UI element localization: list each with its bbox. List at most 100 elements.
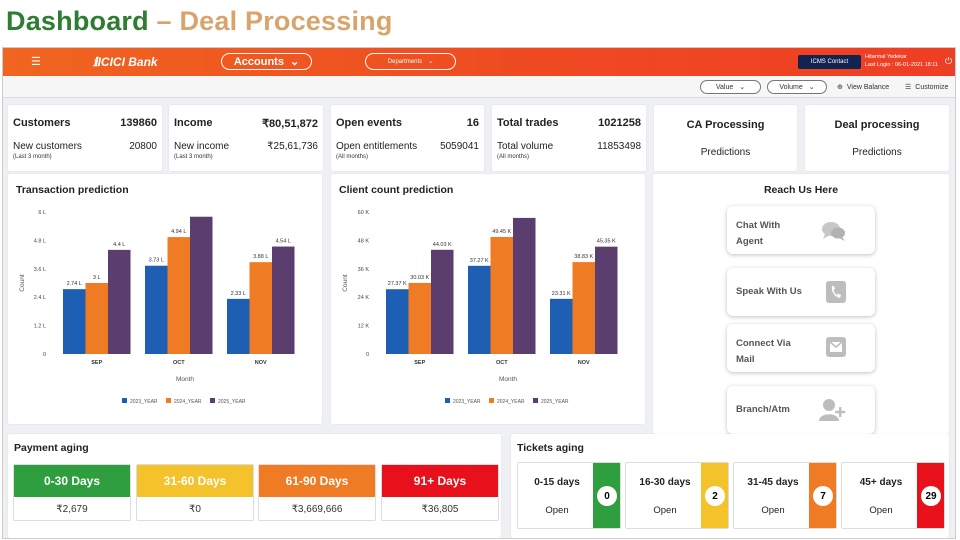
payment-aging-item[interactable]: 31-60 Days ₹0 — [136, 464, 254, 521]
stat-note: (All months) — [497, 154, 530, 160]
payment-aging-item[interactable]: 61-90 Days ₹3,669,666 — [258, 464, 376, 521]
payment-aging-panel: Payment aging 0-30 Days ₹2,679 31-60 Day… — [8, 434, 501, 538]
chevron-down-icon: ⌄ — [289, 56, 300, 68]
tickets-aging-title: Tickets aging — [517, 442, 584, 454]
stat-card-customers: Customers 139860 New customers 20800 (Last… — [8, 105, 162, 171]
bar[interactable] — [227, 298, 250, 354]
bar[interactable] — [431, 249, 454, 354]
bar[interactable] — [513, 217, 536, 354]
stat-card-income: Income ₹80,51,872 New income ₹25,61,736 (L… — [169, 105, 323, 171]
legend-label: 2025_YEAR — [541, 399, 569, 405]
bar[interactable] — [190, 216, 213, 354]
toolbar: Value ⌄ Volume ⌄ ⊕ View Balance ☰ Customize — [3, 76, 955, 98]
hamburger-icon[interactable]: ☰ — [31, 56, 41, 68]
app-window: ☰ ℹICICI Bank Accounts ⌄ Departments ⌄ I… — [2, 47, 956, 539]
bar[interactable] — [85, 283, 109, 354]
bar-data-label: 45.35 K — [597, 239, 616, 245]
aging-amount: ₹36,805 — [421, 503, 459, 515]
ca-processing-card[interactable]: CA Processing Predictions — [654, 105, 797, 171]
view-balance-link[interactable]: ⊕ View Balance — [837, 83, 889, 92]
stat-sub-label: Open entitlements — [336, 141, 418, 152]
top-navigation-bar: ☰ ℹICICI Bank Accounts ⌄ Departments ⌄ I… — [3, 48, 955, 76]
client-count-prediction-chart: 0 12 K 24 K 36 K 48 K 60 K Count 27.37 K30.03 K… — [342, 210, 618, 405]
bar[interactable] — [63, 289, 86, 354]
aging-range: 31-60 Days — [137, 465, 253, 497]
accounts-dropdown[interactable]: Accounts ⌄ — [221, 53, 312, 70]
departments-dropdown[interactable]: Departments ⌄ — [365, 53, 456, 70]
mail-icon — [825, 336, 847, 363]
legend-label: 2023_YEAR — [453, 399, 481, 405]
chevron-down-icon: ⌄ — [739, 84, 746, 91]
globe-icon: ⊕ — [837, 84, 843, 91]
connect-via-mail-button[interactable]: Connect Via Mail — [727, 324, 875, 372]
branch-atm-button[interactable]: Branch/Atm — [727, 386, 875, 434]
bar[interactable] — [249, 262, 273, 354]
ca-processing-title: CA Processing — [686, 119, 765, 131]
user-name: Hitarmal Yedekar — [865, 54, 907, 60]
deal-processing-subtitle: Predictions — [852, 147, 902, 158]
slide-title-main: Dashboard — [6, 6, 149, 36]
bar-data-label: 44.03 K — [433, 242, 452, 248]
y-axis-label: Count — [342, 274, 349, 292]
bar-data-label: 2.74 L — [67, 281, 82, 287]
speak-with-us-button[interactable]: Speak With Us — [727, 268, 875, 316]
value-dropdown[interactable]: Value ⌄ — [700, 80, 761, 94]
bar[interactable] — [595, 246, 618, 354]
bar-data-label: 38.83 K — [574, 254, 593, 260]
ticket-aging-item[interactable]: 16-30 days Open 2 — [625, 462, 729, 529]
x-tick-label: SEP — [414, 360, 425, 366]
volume-label: Volume — [779, 83, 803, 91]
ticket-count-badge: 7 — [813, 486, 833, 506]
bar[interactable] — [490, 236, 514, 354]
deal-processing-card[interactable]: Deal processing Predictions — [805, 105, 949, 171]
ticket-aging-item[interactable]: 31-45 days Open 7 — [733, 462, 837, 529]
stat-title: Customers — [13, 117, 71, 129]
chevron-down-icon: ⌄ — [808, 84, 815, 91]
ticket-aging-item[interactable]: 0-15 days Open 0 — [517, 462, 621, 529]
bar[interactable] — [108, 249, 131, 354]
bar[interactable] — [408, 282, 432, 354]
legend-label: 2024_YEAR — [497, 399, 525, 405]
payment-aging-item[interactable]: 91+ Days ₹36,805 — [381, 464, 499, 521]
y-axis-label: Count — [19, 274, 26, 292]
x-tick-label: NOV — [578, 360, 590, 366]
ticket-range: 31-45 days — [747, 477, 799, 488]
stat-value: 16 — [466, 117, 479, 129]
bar[interactable] — [145, 265, 168, 354]
transaction-prediction-card: Transaction prediction 0 1.2 L 2.4 L 3.6 L 4… — [8, 174, 322, 424]
bar[interactable] — [550, 298, 573, 354]
aging-amount: ₹0 — [189, 503, 201, 515]
power-icon[interactable]: ⏻ — [945, 56, 953, 66]
bar-data-label: 27.37 K — [388, 281, 407, 287]
customize-link[interactable]: ☰ Customize — [905, 83, 948, 92]
transaction-prediction-chart: 0 1.2 L 2.4 L 3.6 L 4.8 L 6 L Count 2.74 L 3 L 4.… — [19, 210, 295, 405]
y-tick-label: 60 K — [358, 210, 370, 216]
reach-us-title: Reach Us Here — [763, 184, 839, 196]
stat-sub-value: 20800 — [129, 141, 157, 152]
x-tick-label: NOV — [255, 360, 267, 366]
speak-with-us-label: Speak With Us — [736, 286, 802, 297]
bar[interactable] — [272, 246, 295, 354]
ca-processing-subtitle: Predictions — [700, 147, 751, 158]
volume-dropdown[interactable]: Volume ⌄ — [767, 80, 827, 94]
bar-data-label: 2.33 L — [231, 291, 246, 297]
bar[interactable] — [167, 237, 191, 354]
y-tick-label: 0 — [366, 352, 369, 358]
stat-sub-value: ₹25,61,736 — [267, 141, 318, 152]
client-count-prediction-card: Client count prediction 0 12 K 24 K 36 K 48 … — [331, 174, 645, 424]
legend-swatch — [445, 398, 450, 403]
user-info: Hitarmal Yedekar Last Login : 06-01-2021… — [865, 53, 938, 69]
payment-aging-item[interactable]: 0-30 Days ₹2,679 — [13, 464, 131, 521]
ticket-count-badge: 0 — [597, 486, 617, 506]
ticket-range: 16-30 days — [639, 477, 691, 488]
icms-contact-button[interactable]: ICMS Contact — [798, 55, 861, 69]
bar[interactable] — [468, 265, 491, 354]
chat-with-agent-button[interactable]: Chat With Agent — [727, 206, 875, 254]
chevron-down-icon: ⌄ — [428, 59, 434, 65]
ticket-aging-item[interactable]: 45+ days Open 29 — [841, 462, 945, 529]
bar-data-label: 23.31 K — [552, 291, 571, 297]
bar[interactable] — [386, 289, 409, 354]
bar[interactable] — [572, 262, 596, 354]
deal-processing-title: Deal processing — [834, 119, 920, 131]
ticket-range: 0-15 days — [534, 477, 580, 488]
